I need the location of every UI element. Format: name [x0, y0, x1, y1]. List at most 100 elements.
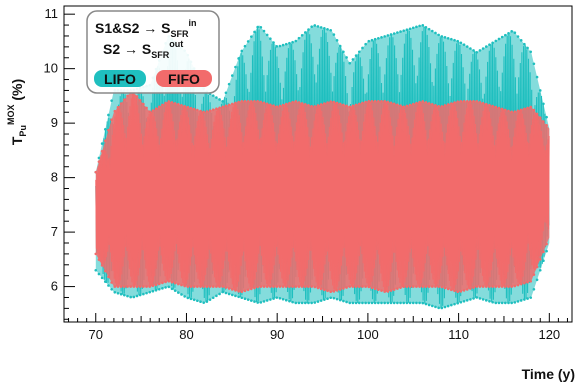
data-point: [484, 299, 488, 302]
data-point: [415, 25, 418, 29]
data-point: [319, 299, 323, 302]
data-point: [465, 100, 469, 103]
data-point: [472, 49, 475, 52]
data-point: [332, 100, 336, 104]
data-point: [484, 285, 488, 288]
data-point: [494, 39, 498, 43]
data-point: [396, 103, 399, 107]
data-point: [269, 285, 272, 288]
data-point: [107, 128, 110, 132]
data-point: [526, 46, 529, 50]
data-point: [465, 45, 469, 48]
data-point: [307, 103, 310, 107]
data-point: [237, 100, 240, 104]
data-point: [494, 285, 498, 288]
data-point: [202, 110, 205, 114]
data-point: [383, 301, 386, 305]
data-point: [469, 47, 472, 50]
data-point: [408, 301, 412, 305]
data-point: [103, 269, 107, 273]
data-point: [497, 106, 501, 110]
data-point: [135, 95, 139, 98]
data-point: [164, 286, 167, 289]
data-point: [373, 287, 377, 291]
data-point: [431, 285, 434, 288]
data-point: [313, 301, 317, 304]
data-point: [253, 100, 256, 103]
data-point: [224, 286, 228, 289]
legend: S1&S2 → SSFRin S2 → SSFRout LIFO FIFO: [86, 10, 220, 94]
data-point: [154, 107, 158, 110]
data-point: [332, 290, 336, 293]
data-point: [234, 289, 237, 292]
series-fifo-points: [94, 90, 548, 294]
data-point: [535, 75, 539, 79]
y-tick-label: 10: [44, 61, 58, 76]
y-tick-label: 7: [51, 224, 58, 239]
data-point: [491, 285, 494, 288]
series-lifo-points: [94, 24, 548, 310]
data-point: [145, 285, 148, 288]
data-point: [342, 299, 345, 303]
data-point: [192, 298, 196, 302]
data-point: [329, 296, 333, 300]
data-point: [386, 100, 390, 104]
data-point: [116, 106, 120, 109]
data-point: [453, 38, 456, 42]
data-point: [180, 293, 183, 296]
data-point: [211, 285, 215, 288]
data-point: [107, 113, 110, 117]
x-tick-label: 120: [538, 327, 560, 342]
data-point: [113, 291, 117, 294]
data-point: [186, 105, 190, 109]
data-point: [364, 100, 367, 104]
data-point: [326, 297, 329, 301]
data-point: [278, 44, 282, 48]
data-point: [469, 100, 472, 103]
data-point: [227, 103, 231, 107]
data-point: [377, 301, 380, 305]
data-point: [408, 27, 412, 31]
data-point: [94, 268, 98, 272]
data-point: [103, 280, 107, 283]
data-point: [459, 41, 463, 45]
data-point: [297, 285, 301, 288]
data-point: [345, 300, 348, 304]
data-point: [164, 101, 167, 105]
data-point: [256, 285, 259, 289]
data-point: [526, 280, 529, 284]
data-point: [237, 57, 240, 60]
data-point: [300, 33, 304, 37]
data-point: [351, 58, 355, 61]
data-point: [135, 285, 139, 288]
data-point: [145, 106, 148, 110]
data-point: [323, 298, 326, 301]
legend-label-fifo: FIFO: [168, 71, 200, 87]
y-tick-label: 11: [45, 6, 59, 21]
data-point: [542, 250, 545, 254]
data-point: [453, 302, 456, 306]
data-point: [434, 285, 437, 288]
data-point: [370, 38, 374, 42]
data-point: [491, 104, 494, 108]
data-point: [377, 36, 380, 40]
data-point: [519, 108, 523, 112]
data-point: [323, 288, 326, 292]
data-point: [110, 118, 113, 122]
data-point: [351, 104, 355, 108]
data-point: [97, 272, 101, 276]
data-point: [275, 296, 279, 299]
data-point: [196, 285, 199, 288]
data-point: [475, 100, 479, 103]
data-point: [367, 100, 371, 103]
data-point: [272, 285, 275, 288]
y-axis-title-main: T: [9, 136, 25, 145]
data-point: [510, 301, 513, 305]
data-point: [386, 301, 390, 305]
data-point: [389, 33, 393, 36]
data-point: [488, 43, 491, 46]
data-point: [97, 160, 101, 163]
data-point: [224, 104, 228, 108]
data-point: [373, 100, 377, 103]
